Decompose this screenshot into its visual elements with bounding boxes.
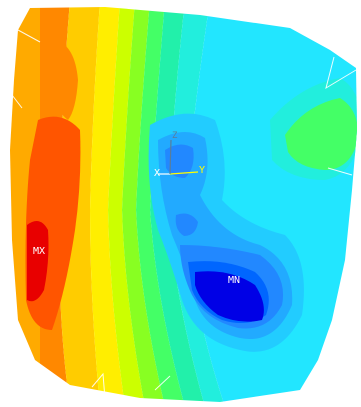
min-region bbox=[195, 271, 264, 322]
max-region bbox=[27, 221, 49, 302]
min-label: MN bbox=[228, 275, 240, 286]
max-label: MX bbox=[33, 246, 45, 257]
band-green bbox=[136, 7, 185, 402]
coordinate-triad: X Y Z bbox=[154, 131, 205, 179]
element-edges bbox=[11, 29, 357, 400]
band-green-yellow bbox=[122, 7, 165, 402]
triad-y-label: Y bbox=[199, 165, 205, 176]
green-lobe-right bbox=[285, 98, 357, 170]
triad-y-axis bbox=[169, 171, 199, 175]
triad-x-label: X bbox=[154, 168, 160, 179]
triad-z-label: Z bbox=[172, 131, 178, 141]
blue-blob-small bbox=[175, 213, 198, 236]
band-lime bbox=[108, 7, 145, 402]
band-yellow bbox=[90, 7, 125, 402]
triad-z-axis bbox=[169, 139, 172, 175]
band-aqua bbox=[168, 7, 225, 402]
band-teal bbox=[150, 7, 205, 402]
blue-region bbox=[165, 144, 194, 178]
orange-lobe-top bbox=[54, 40, 78, 120]
